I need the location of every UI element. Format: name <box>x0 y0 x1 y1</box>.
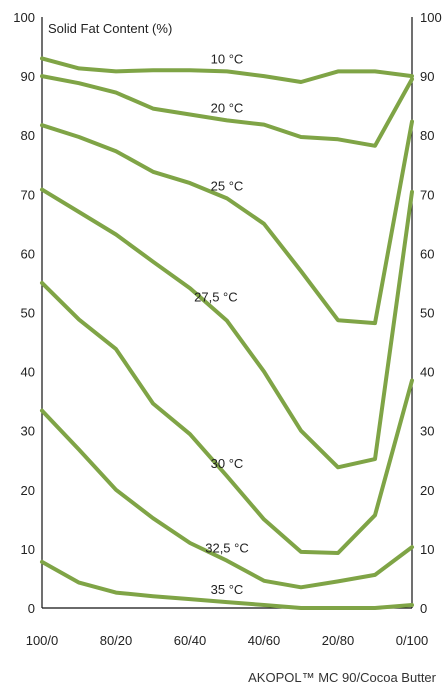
series-line-2 <box>40 119 414 326</box>
series-label-5: 32,5 °C <box>205 541 249 556</box>
y-tick-left-30: 30 <box>21 424 35 439</box>
y-ticks-left: 0 10 20 30 40 50 60 70 80 90 100 <box>13 10 35 616</box>
y-tick-left-10: 10 <box>21 542 35 557</box>
y-tick-left-90: 90 <box>21 69 35 84</box>
series-line-6 <box>40 559 414 610</box>
series-line-0 <box>40 56 414 84</box>
y-tick-left-60: 60 <box>21 246 35 261</box>
series-line-4 <box>40 280 414 555</box>
y-tick-left-70: 70 <box>21 187 35 202</box>
y-tick-left-20: 20 <box>21 483 35 498</box>
y-tick-left-100: 100 <box>13 10 35 25</box>
y-tick-right-0: 0 <box>420 601 427 616</box>
y-axis-label: Solid Fat Content (%) <box>48 21 172 36</box>
series-line-1 <box>40 74 414 148</box>
series-lines <box>40 56 414 610</box>
x-ticks: 100/0 80/20 60/40 40/60 20/80 0/100 <box>26 633 429 648</box>
series-label-1: 20 °C <box>211 100 244 115</box>
series-label-0: 10 °C <box>211 51 244 66</box>
x-tick-0: 100/0 <box>26 633 59 648</box>
y-tick-right-100: 100 <box>420 10 442 25</box>
series-label-6: 35 °C <box>211 582 244 597</box>
series-label-3: 27,5 °C <box>194 290 238 305</box>
y-tick-left-40: 40 <box>21 365 35 380</box>
y-tick-right-90: 90 <box>420 69 434 84</box>
series-label-2: 25 °C <box>211 178 244 193</box>
x-axis-label: AKOPOL™ MC 90/Cocoa Butter <box>248 670 437 685</box>
y-tick-right-80: 80 <box>420 128 434 143</box>
y-tick-right-60: 60 <box>420 246 434 261</box>
x-tick-2: 60/40 <box>174 633 207 648</box>
y-tick-left-0: 0 <box>28 601 35 616</box>
series-line-3 <box>40 187 414 470</box>
y-tick-right-50: 50 <box>420 306 434 321</box>
y-tick-right-30: 30 <box>420 424 434 439</box>
y-tick-right-40: 40 <box>420 365 434 380</box>
y-tick-right-10: 10 <box>420 542 434 557</box>
x-tick-5: 0/100 <box>396 633 429 648</box>
series-line-5 <box>40 408 414 590</box>
series-label-4: 30 °C <box>211 456 244 471</box>
y-tick-left-50: 50 <box>21 306 35 321</box>
y-ticks-right: 0 10 20 30 40 50 60 70 80 90 100 <box>420 10 442 616</box>
series-labels: 10 °C 20 °C 25 °C 27,5 °C 30 °C 32,5 °C 35 °C <box>194 51 249 597</box>
y-tick-left-80: 80 <box>21 128 35 143</box>
y-tick-right-70: 70 <box>420 187 434 202</box>
x-tick-4: 20/80 <box>322 633 355 648</box>
y-tick-right-20: 20 <box>420 483 434 498</box>
x-tick-1: 80/20 <box>100 633 133 648</box>
x-tick-3: 40/60 <box>248 633 281 648</box>
